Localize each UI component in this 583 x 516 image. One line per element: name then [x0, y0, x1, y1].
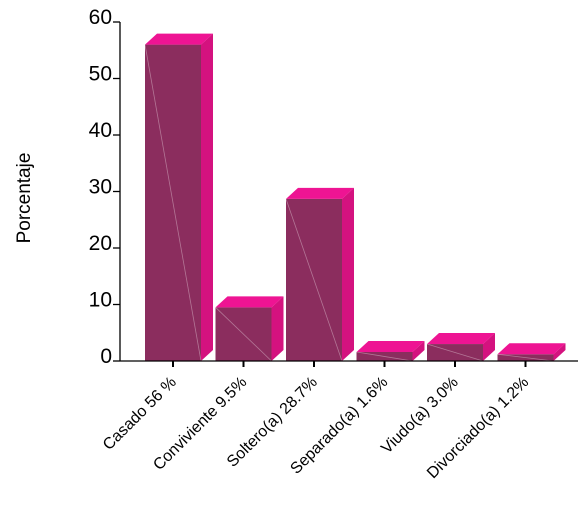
y-tick-label: 50: [89, 63, 112, 86]
x-tick-label: Casado 56 %: [100, 374, 180, 454]
y-tick-label: 60: [89, 6, 112, 29]
bar-2: [216, 296, 284, 361]
bar-side: [272, 296, 284, 361]
bar-top: [427, 333, 495, 344]
y-tick-label: 10: [89, 289, 112, 312]
bar-6: [498, 343, 566, 361]
bar-side: [342, 188, 354, 361]
bar-top: [286, 188, 354, 199]
bar-1: [145, 34, 213, 361]
bar-side: [201, 34, 213, 361]
bar-top: [357, 341, 425, 352]
bar-top: [498, 343, 566, 354]
bar-4: [357, 341, 425, 361]
y-tick-label: 20: [89, 232, 112, 255]
bars-group: [145, 34, 566, 361]
y-tick-label: 0: [100, 345, 112, 368]
y-tick-label: 30: [89, 176, 112, 199]
y-tick-label: 40: [89, 119, 112, 142]
bar-top: [216, 296, 284, 307]
bar-5: [427, 333, 495, 361]
y-axis-title: Porcentaje: [14, 153, 35, 244]
bar-3: [286, 188, 354, 361]
